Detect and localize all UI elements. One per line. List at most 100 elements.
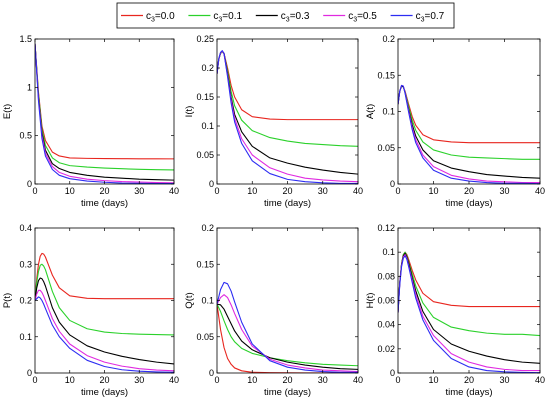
legend-label: c3=0.0 xyxy=(146,11,175,24)
y-tick-label: 0.1 xyxy=(19,332,32,342)
y-tick-label: 0 xyxy=(209,179,214,189)
series-line-c5 xyxy=(398,84,540,184)
series-line-c7 xyxy=(217,281,358,373)
series-line-c3 xyxy=(35,277,174,365)
y-tick-label: 0.05 xyxy=(196,150,214,160)
panel-it: 0 10 20 30 40 0 0.05 0.1 0.15 0.2 0.25 time (days) I… xyxy=(184,34,363,209)
legend-entry: c3=0.1 xyxy=(188,11,242,24)
legend-entry: c3=0.7 xyxy=(390,11,445,24)
y-tick-label: 0.02 xyxy=(377,344,395,354)
y-tick-label: 0.5 xyxy=(19,131,32,141)
series-group xyxy=(217,281,358,373)
x-tick-label: 0 xyxy=(395,375,400,385)
series-line-c1 xyxy=(398,251,540,337)
y-tick-label: 0.15 xyxy=(196,259,214,269)
legend: c3=0.0 c3=0.1 c3=0.3 c3=0.5 c3=0.7 xyxy=(116,2,455,29)
y-tick-label: 0.1 xyxy=(382,107,395,117)
y-tick-label: 0.25 xyxy=(196,34,214,44)
panel-ht: 0 10 20 30 40 0 0.02 0.04 0.06 0.08 0.1 0.12 time (d… xyxy=(365,223,545,398)
x-tick-label: 10 xyxy=(428,186,438,196)
y-tick-label: 0.05 xyxy=(196,332,214,342)
x-tick-label: 40 xyxy=(353,375,363,385)
x-tick-label: 10 xyxy=(247,375,257,385)
x-tick-label: 40 xyxy=(535,375,545,385)
legend-label: c3=0.5 xyxy=(348,11,377,24)
y-tick-label: 1 xyxy=(27,82,32,92)
x-tick-label: 0 xyxy=(32,186,37,196)
y-axis-label: A(t) xyxy=(365,104,376,119)
x-tick-label: 0 xyxy=(214,186,219,196)
series-line-c7 xyxy=(398,84,540,184)
series-line-c1 xyxy=(35,43,174,171)
y-tick-label: 0.1 xyxy=(201,121,214,131)
x-tick-label: 0 xyxy=(214,375,219,385)
x-tick-label: 20 xyxy=(99,375,109,385)
x-tick-label: 20 xyxy=(282,375,292,385)
series-line-c0 xyxy=(217,51,358,121)
legend-label: c3=0.3 xyxy=(281,11,310,24)
x-tick-label: 20 xyxy=(464,186,474,196)
x-tick-label: 0 xyxy=(32,375,37,385)
x-tick-label: 30 xyxy=(499,375,509,385)
legend-entry: c3=0.5 xyxy=(323,11,377,24)
series-line-c7 xyxy=(217,50,358,184)
x-tick-label: 40 xyxy=(169,375,179,385)
legend-entry: c3=0.0 xyxy=(121,11,175,24)
series-line-c0 xyxy=(398,251,540,313)
series-line-c5 xyxy=(398,254,540,372)
x-tick-label: 30 xyxy=(318,375,328,385)
x-tick-label: 10 xyxy=(65,186,75,196)
y-tick-label: 0.04 xyxy=(377,320,395,330)
legend-entry: c3=0.3 xyxy=(255,11,310,24)
panel-pt: 0 10 20 30 40 0 0.1 0.2 0.3 0.4 time (days) P(t) xyxy=(2,223,179,398)
legend-label: c3=0.1 xyxy=(213,11,242,24)
x-tick-label: 20 xyxy=(99,186,109,196)
x-axis-label: time (days) xyxy=(446,198,493,209)
y-tick-label: 0 xyxy=(390,179,395,189)
plot-frame xyxy=(34,38,175,185)
panel-et: 0 10 20 30 40 0 0.5 1 1.5 time (days) E(t) xyxy=(2,34,179,209)
y-tick-label: 0.15 xyxy=(196,92,214,102)
series-line-c7 xyxy=(398,255,540,373)
x-axis-label: time (days) xyxy=(81,198,128,209)
y-tick-label: 0.06 xyxy=(377,296,395,306)
x-tick-label: 30 xyxy=(318,186,328,196)
x-tick-label: 30 xyxy=(134,375,144,385)
series-line-c3 xyxy=(217,303,358,370)
series-group xyxy=(35,252,174,373)
series-group xyxy=(398,84,540,184)
x-tick-label: 0 xyxy=(395,186,400,196)
x-axis-label: time (days) xyxy=(446,387,493,398)
x-tick-label: 30 xyxy=(134,186,144,196)
plot-frame xyxy=(216,227,359,374)
y-tick-label: 0.08 xyxy=(377,271,395,281)
series-line-c0 xyxy=(35,252,174,301)
y-tick-label: 0.15 xyxy=(377,70,395,80)
panels: 0 10 20 30 40 0 0.5 1 1.5 time (days) E(t) 0 10 20 30 4… xyxy=(2,34,545,398)
y-tick-label: 0.2 xyxy=(19,296,32,306)
x-tick-label: 10 xyxy=(65,375,75,385)
y-axis-label: P(t) xyxy=(2,293,13,308)
y-tick-label: 0.1 xyxy=(201,296,214,306)
x-tick-label: 40 xyxy=(535,186,545,196)
series-line-c5 xyxy=(217,294,358,373)
y-tick-label: 0 xyxy=(27,368,32,378)
x-tick-label: 10 xyxy=(428,375,438,385)
series-line-c0 xyxy=(35,43,174,160)
y-tick-label: 0.12 xyxy=(377,223,395,233)
series-line-c1 xyxy=(217,303,358,367)
x-axis-label: time (days) xyxy=(264,198,311,209)
panel-qt: 0 10 20 30 40 0 0.05 0.1 0.15 0.2 time (days) Q(t) xyxy=(184,223,363,398)
x-tick-label: 40 xyxy=(169,186,179,196)
x-tick-label: 10 xyxy=(247,186,257,196)
x-axis-label: time (days) xyxy=(81,387,128,398)
y-tick-label: 0.1 xyxy=(382,247,395,257)
y-tick-label: 1.5 xyxy=(19,34,32,44)
panel-at: 0 10 20 30 40 0 0.05 0.1 0.15 0.2 time (days) A(t) xyxy=(365,34,545,209)
y-axis-label: H(t) xyxy=(365,293,376,309)
x-axis-label: time (days) xyxy=(264,387,311,398)
series-line-c1 xyxy=(35,263,174,336)
y-tick-label: 0 xyxy=(209,368,214,378)
y-axis-label: E(t) xyxy=(2,104,13,119)
